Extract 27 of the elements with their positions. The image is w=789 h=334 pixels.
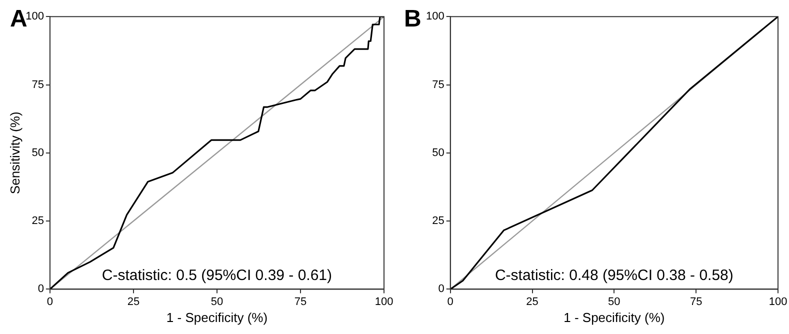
annotation: C-statistic: 0.5 (95%CI 0.39 - 0.61) bbox=[102, 266, 332, 284]
x-tick-label: 50 bbox=[608, 296, 620, 308]
x-tick-label: 75 bbox=[294, 296, 307, 308]
y-tick-label: 0 bbox=[38, 283, 44, 296]
y-tick-label: 25 bbox=[432, 215, 444, 228]
x-axis-title: 1 - Specificity (%) bbox=[564, 310, 665, 325]
y-tick-label: 75 bbox=[432, 78, 444, 91]
x-tick-label: 25 bbox=[127, 296, 140, 308]
y-tick-label: 50 bbox=[432, 146, 444, 159]
chart-title: A bbox=[10, 6, 28, 33]
x-tick-label: 0 bbox=[46, 296, 54, 308]
x-tick-label: 100 bbox=[768, 296, 788, 308]
x-tick-label: 0 bbox=[447, 296, 454, 308]
y-tick-label: 100 bbox=[426, 10, 444, 23]
chart-title: B bbox=[404, 6, 422, 33]
x-tick-label: 25 bbox=[526, 296, 538, 308]
y-tick-label: 50 bbox=[32, 146, 44, 159]
x-tick-label: 100 bbox=[374, 296, 394, 308]
y-axis-title: Sensitivity (%) bbox=[7, 112, 22, 194]
y-tick-label: 25 bbox=[32, 215, 44, 228]
x-axis-title: 1 - Specificity (%) bbox=[166, 310, 268, 325]
x-tick-label: 50 bbox=[210, 296, 224, 308]
y-tick-label: 75 bbox=[32, 78, 44, 91]
y-tick-label: 100 bbox=[26, 10, 44, 23]
x-tick-label: 75 bbox=[690, 296, 702, 308]
annotation: C-statistic: 0.48 (95%CI 0.38 - 0.58) bbox=[494, 266, 734, 284]
y-tick-label: 0 bbox=[438, 283, 444, 296]
